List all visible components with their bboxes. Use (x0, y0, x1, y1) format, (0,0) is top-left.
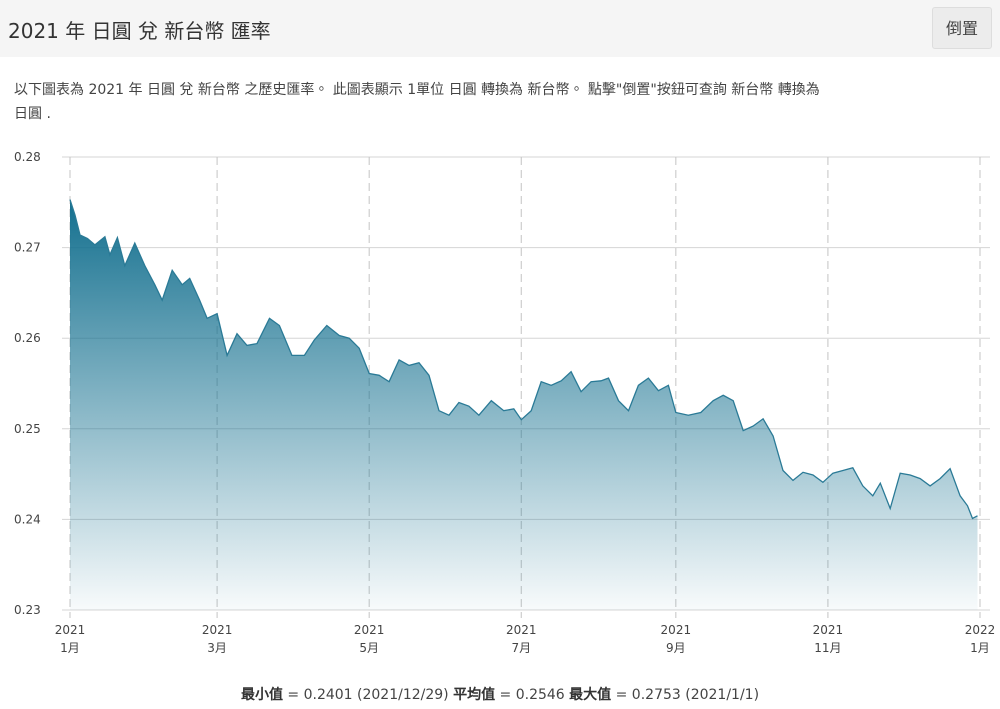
x-tick-label: 2021 (354, 623, 385, 637)
description-line: 日圓 . (14, 106, 51, 122)
y-tick-label: 0.28 (14, 150, 41, 164)
stat-label: 最小值 (240, 687, 283, 703)
y-tick-label: 0.25 (14, 422, 41, 436)
line (69, 199, 978, 520)
x-tick-label: 1月 (60, 641, 80, 655)
x-tick-label: 2021 (506, 623, 537, 637)
y-tick-label: 0.23 (14, 603, 41, 617)
x-tick-label: 3月 (207, 641, 227, 655)
x-tick-label: 2021 (661, 623, 692, 637)
invert-button[interactable]: 倒置 (932, 7, 992, 49)
x-tick-label: 2022 (965, 623, 996, 637)
y-tick-label: 0.27 (14, 241, 41, 255)
x-tick-label: 2021 (55, 623, 86, 637)
x-tick-label: 2021 (202, 623, 233, 637)
stat-label: 平均值 (453, 687, 496, 703)
stat-value: = 0.2753 (2021/1/1) (615, 687, 760, 703)
description-line: 以下圖表為 2021 年 日圓 兌 新台幣 之歷史匯率。 此圖表顯示 1單位 日… (14, 82, 820, 98)
stats: 最小值 = 0.2401 (2021/12/29) 平均值 = 0.2546 最… (0, 684, 1000, 704)
area-fill (70, 199, 978, 610)
y-tick-label: 0.26 (14, 331, 41, 345)
x-tick-label: 7月 (511, 641, 531, 655)
x-tick-label: 11月 (814, 641, 841, 655)
x-tick-label: 1月 (970, 641, 990, 655)
x-tick-label: 9月 (666, 641, 686, 655)
description: 以下圖表為 2021 年 日圓 兌 新台幣 之歷史匯率。 此圖表顯示 1單位 日… (14, 78, 989, 126)
x-tick-label: 5月 (359, 641, 379, 655)
stat-label: 最大值 (569, 687, 612, 703)
stat-value: = 0.2546 (499, 687, 565, 703)
stat-value: = 0.2401 (2021/12/29) (287, 687, 449, 703)
y-tick-label: 0.24 (14, 512, 41, 526)
x-tick-label: 2021 (813, 623, 844, 637)
header: 2021 年 日圓 兌 新台幣 匯率 倒置 (0, 0, 1000, 57)
page-title: 2021 年 日圓 兌 新台幣 匯率 (8, 19, 271, 43)
